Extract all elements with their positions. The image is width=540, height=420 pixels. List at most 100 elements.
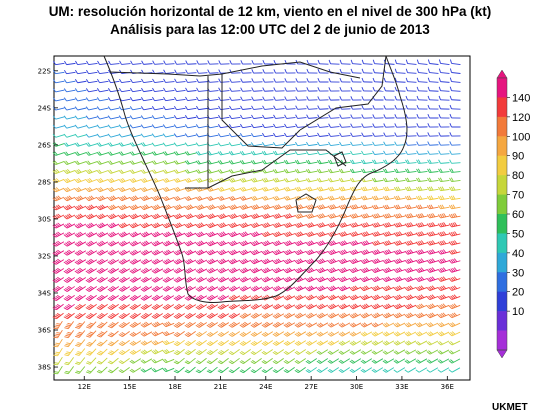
wind-barb (228, 276, 241, 283)
wind-barb (118, 204, 131, 211)
wind-barb (118, 348, 130, 356)
wind-barb (339, 132, 351, 137)
wind-barb (328, 77, 340, 83)
wind-barb (416, 186, 428, 192)
wind-barb (383, 86, 395, 92)
wind-barb (107, 151, 120, 156)
wind-barb (350, 132, 362, 137)
wind-barb (426, 331, 439, 337)
wind-barb (129, 340, 142, 346)
wind-barb (196, 96, 208, 101)
wind-barb (437, 240, 450, 246)
wind-barb (129, 367, 142, 373)
wind-barb (350, 96, 362, 101)
wind-barb (74, 267, 87, 274)
wind-barb (151, 231, 164, 238)
wind-barb (437, 222, 450, 228)
colorbar-label: 20 (512, 287, 524, 299)
wind-barb (118, 249, 131, 256)
wind-barb (371, 322, 384, 328)
wind-barb (118, 169, 131, 174)
wind-barb (382, 240, 395, 246)
wind-barb (338, 177, 351, 183)
wind-barb (350, 150, 362, 156)
wind-barb (52, 240, 65, 247)
wind-barb (306, 132, 318, 137)
wind-barb (261, 358, 273, 364)
wind-barb (52, 70, 65, 75)
wind-barb (305, 177, 318, 183)
wind-barb (195, 267, 208, 274)
wind-barb (217, 285, 230, 292)
wind-barb (448, 213, 461, 219)
wind-barb (118, 357, 130, 365)
wind-barb (107, 213, 120, 220)
wind-barb (382, 213, 395, 219)
wind-barb (372, 68, 384, 74)
wind-barb (272, 321, 285, 328)
wind-barb (96, 303, 108, 310)
wind-barb (437, 267, 450, 273)
wind-barb (184, 133, 197, 138)
wind-barb (262, 78, 274, 83)
wind-barb (129, 195, 142, 202)
wind-barb (272, 285, 285, 292)
wind-barb (151, 349, 164, 355)
wind-barb (107, 160, 120, 165)
wind-barb (173, 213, 186, 220)
wind-barb (184, 160, 197, 165)
wind-barb (394, 150, 406, 155)
wind-barb (294, 168, 307, 174)
wind-barb (96, 204, 109, 211)
wind-barb (415, 195, 428, 201)
wind-barb (317, 59, 329, 65)
wind-barb (206, 258, 219, 265)
wind-barb (217, 321, 230, 328)
wind-barb (239, 222, 252, 228)
wind-barb (415, 258, 428, 264)
wind-barb (427, 132, 439, 137)
wind-barb (52, 276, 64, 283)
wind-barb (96, 339, 108, 347)
wind-barb (327, 240, 340, 246)
wind-barb (163, 78, 175, 83)
wind-barb (64, 339, 74, 348)
wind-barb (228, 258, 241, 265)
wind-barb (371, 213, 384, 219)
wind-barb (250, 177, 263, 183)
wind-barb (415, 303, 428, 310)
wind-barb (140, 321, 153, 328)
wind-barb (294, 231, 307, 237)
wind-barb (371, 222, 384, 228)
wind-barb (317, 150, 329, 156)
wind-barb (162, 177, 175, 183)
wind-barb (107, 124, 120, 129)
wind-barb (305, 340, 318, 346)
wind-barb (427, 159, 439, 164)
wind-barb (75, 339, 86, 347)
wind-barb (184, 303, 197, 310)
wind-barb (64, 357, 74, 366)
wind-barb (404, 249, 417, 255)
wind-barb (371, 312, 384, 319)
wind-barb (107, 231, 120, 238)
wind-barb (415, 276, 428, 282)
wind-barb (195, 340, 207, 347)
wind-barb (185, 60, 197, 65)
colorbar-top-arrow (496, 69, 508, 79)
wind-barb (327, 204, 340, 210)
wind-barb (316, 168, 329, 174)
wind-barb (327, 168, 340, 174)
wind-barb (96, 330, 108, 338)
wind-barb (85, 294, 97, 301)
wind-barb (184, 249, 197, 256)
wind-barb (96, 357, 108, 365)
wind-barb (74, 178, 87, 184)
wind-barb (64, 60, 76, 66)
wind-barb (361, 114, 373, 119)
wind-barb (151, 240, 164, 247)
wind-barb (437, 340, 450, 346)
wind-barb (195, 195, 208, 201)
wind-barb (173, 186, 186, 192)
wind-barb (261, 285, 274, 292)
